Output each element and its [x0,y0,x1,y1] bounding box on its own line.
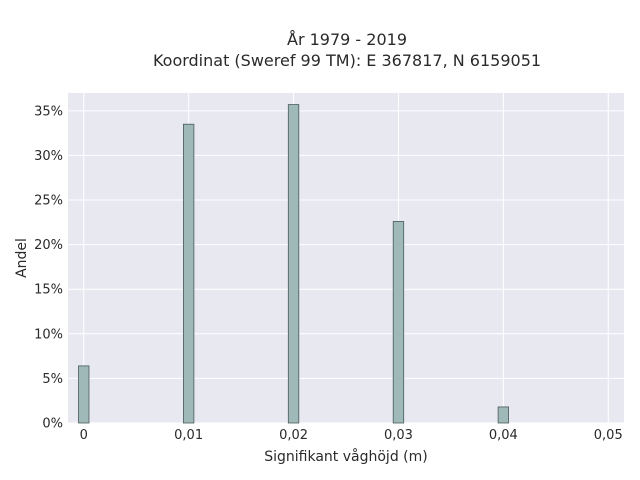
plot-area [68,93,624,423]
bars [78,104,510,424]
grid-lines [68,93,624,424]
y-tick-label-4: 20% [34,238,63,253]
bar-4 [497,406,510,424]
y-tick-label-5: 25% [34,194,63,209]
bar-2 [287,104,300,424]
y-tick-label-1: 5% [42,372,63,387]
x-tick-label-0: 0 [80,428,88,443]
y-tick-label-3: 15% [34,283,63,298]
y-axis-ticks: 0% 5% 10% 15% 20% 25% 30% 35% [34,104,63,431]
x-tick-label-5: 0,05 [594,428,623,443]
y-tick-label-0: 0% [42,417,63,432]
x-tick-label-4: 0,04 [489,428,518,443]
x-tick-label-1: 0,01 [174,428,203,443]
bar-1 [182,123,195,424]
chart-title-line2: Koordinat (Sweref 99 TM): E 367817, N 61… [153,51,541,70]
x-axis-ticks: 0 0,01 0,02 0,03 0,04 0,05 [80,428,623,443]
bar-3 [392,221,405,424]
x-axis-label: Signifikant våghöjd (m) [264,448,427,465]
y-tick-label-2: 10% [34,327,63,342]
chart-title-line1: År 1979 - 2019 [287,30,407,49]
x-tick-label-3: 0,03 [384,428,413,443]
x-tick-label-2: 0,02 [279,428,308,443]
bar-0 [78,365,90,424]
y-axis-label: Andel [14,238,30,278]
y-tick-label-6: 30% [34,149,63,164]
y-tick-label-7: 35% [34,104,63,119]
